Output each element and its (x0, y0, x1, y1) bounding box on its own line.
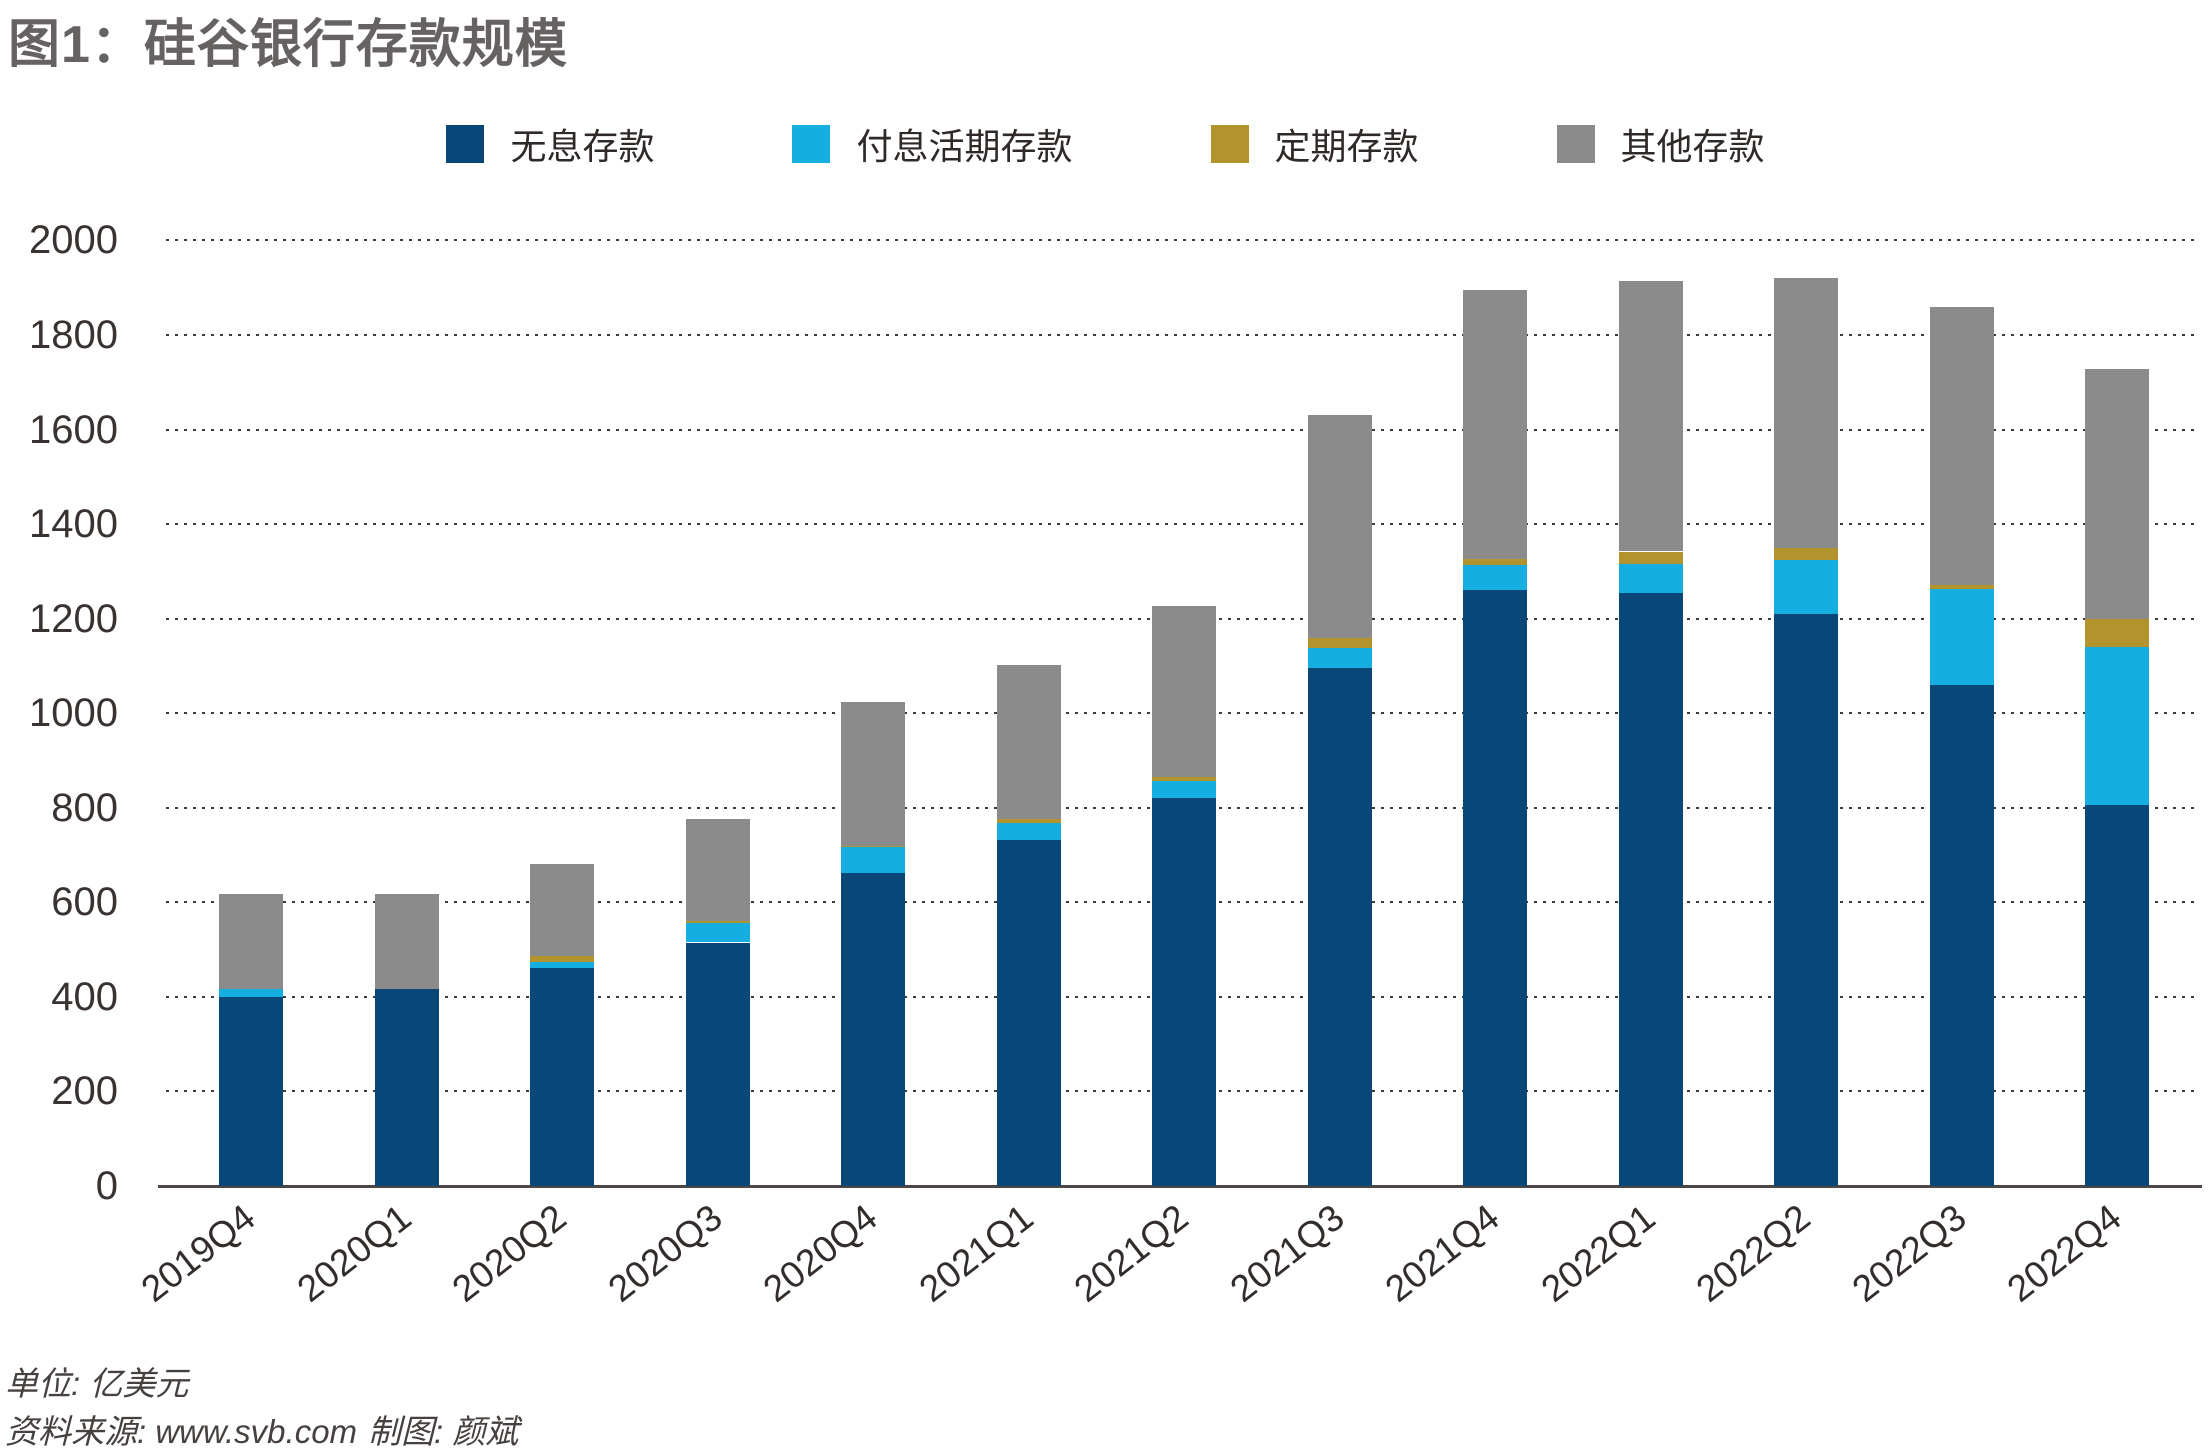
bar-segment (841, 702, 905, 846)
bar-segment (1774, 614, 1838, 1186)
bar-segment (685, 920, 750, 923)
bar-segment (2085, 647, 2149, 806)
x-tick-label: 2020Q2 (445, 1196, 575, 1310)
bar-segment (685, 922, 750, 943)
bar-segment (1774, 548, 1838, 560)
y-tick-label: 1800 (29, 312, 118, 357)
x-tick-label: 2020Q1 (289, 1196, 419, 1310)
bar-segment (1774, 278, 1838, 549)
bar-segment (1152, 780, 1216, 798)
x-tick-label: 2022Q4 (2000, 1196, 2130, 1310)
chart-title: 图1：硅谷银行存款规模 (8, 16, 568, 74)
x-tick-label: 2021Q4 (1378, 1196, 1508, 1310)
bar-segment (1152, 797, 1216, 1186)
legend-label: 无息存款 (510, 126, 655, 167)
bar-segment (996, 823, 1061, 840)
legend-swatch (1556, 125, 1595, 163)
x-tick-label: 2022Q1 (1533, 1196, 1663, 1310)
x-tick-label: 2020Q4 (756, 1196, 886, 1310)
legend-label: 定期存款 (1274, 126, 1419, 167)
bar-segment (1307, 415, 1372, 639)
y-tick-label: 2000 (29, 218, 118, 263)
bar-segment (1929, 306, 1994, 586)
legend-item: 付息活期存款 (792, 118, 1073, 170)
bar-segment (1307, 638, 1372, 649)
bar-segment (1463, 290, 1527, 560)
x-tick-label: 2022Q3 (1844, 1196, 1974, 1310)
bar-segment (1618, 280, 1683, 552)
bar-segment (2085, 618, 2149, 647)
bar-segment (685, 819, 750, 921)
y-tick-label: 1200 (29, 596, 118, 641)
x-tick-label: 2019Q4 (134, 1196, 264, 1310)
x-axis-line (158, 1185, 2202, 1188)
legend-label: 其他存款 (1620, 126, 1765, 167)
bar-segment (1618, 564, 1683, 594)
bar-segment (996, 839, 1061, 1186)
bar-segment (219, 996, 283, 1186)
bar-segment (1929, 589, 1994, 685)
bar-segment (1463, 559, 1527, 566)
bar-segment (996, 664, 1061, 820)
credit-note: 制图: 颜斌 (368, 1413, 519, 1450)
bar-segment (1618, 551, 1683, 565)
bar-segment (1463, 589, 1527, 1186)
legend-item: 其他存款 (1556, 118, 1765, 170)
y-tick-label: 0 (95, 1164, 118, 1208)
bar-segment (685, 942, 750, 1186)
grid-line (166, 428, 2196, 431)
bar-segment (1307, 648, 1372, 669)
bar-segment (219, 893, 283, 989)
x-tick-label: 2021Q3 (1222, 1196, 1352, 1310)
legend-swatch (1210, 125, 1249, 163)
bar-segment (1618, 593, 1683, 1186)
y-tick-label: 1400 (29, 502, 118, 547)
bar-segment (530, 961, 594, 969)
bar-segment (841, 873, 905, 1186)
y-tick-label: 1600 (29, 407, 118, 452)
grid-line (166, 523, 2196, 526)
y-tick-label: 400 (51, 974, 118, 1019)
bar-segment (1929, 585, 1994, 590)
bar-segment (841, 847, 905, 874)
bar-segment (374, 893, 439, 989)
y-tick-label: 1000 (29, 691, 118, 736)
bar-segment (530, 864, 594, 956)
y-tick-label: 200 (51, 1069, 118, 1114)
bar-segment (1152, 776, 1216, 781)
bar-segment (1152, 605, 1216, 777)
bar-segment (1774, 559, 1838, 615)
legend-item: 定期存款 (1210, 118, 1419, 170)
bar-segment (1463, 565, 1527, 590)
y-tick-label: 800 (51, 785, 118, 830)
x-tick-label: 2020Q3 (600, 1196, 730, 1310)
bar-segment (996, 819, 1061, 824)
x-tick-label: 2022Q2 (1689, 1196, 1819, 1310)
x-tick-label: 2021Q1 (911, 1196, 1041, 1310)
bar-segment (1929, 684, 1994, 1186)
legend-item: 无息存款 (446, 118, 654, 170)
legend: 无息存款 付息活期存款 定期存款 其他存款 (0, 120, 2211, 168)
grid-line (166, 239, 2196, 242)
bar-segment (2085, 369, 2149, 619)
legend-swatch (446, 125, 485, 163)
unit-note: 单位: 亿美元 (5, 1365, 189, 1402)
legend-swatch (792, 125, 831, 163)
legend-label: 付息活期存款 (856, 126, 1073, 167)
bar-segment (2085, 805, 2149, 1186)
bar-segment (530, 968, 594, 1186)
source-note: 资料来源: www.svb.com (5, 1413, 358, 1450)
y-tick-label: 600 (51, 880, 118, 925)
grid-line (166, 333, 2196, 336)
x-tick-label: 2021Q2 (1067, 1196, 1197, 1310)
bar-segment (530, 955, 594, 962)
bar-segment (219, 988, 283, 997)
bar-segment (841, 845, 905, 848)
bar-segment (1307, 668, 1372, 1186)
bar-segment (374, 988, 439, 1186)
